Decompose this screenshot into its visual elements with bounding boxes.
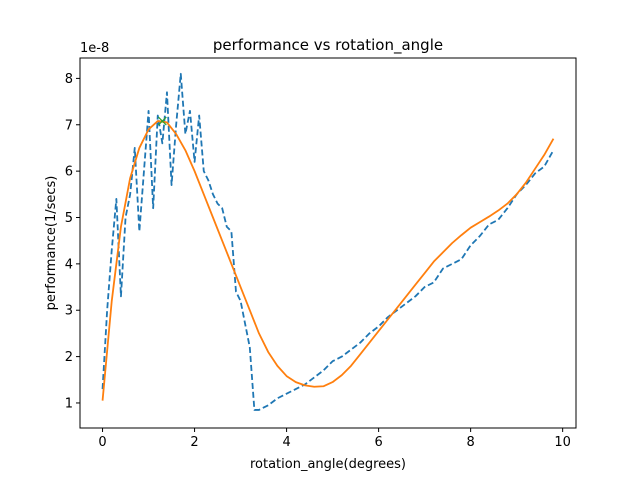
y-tick-label: 8: [65, 72, 73, 87]
y-tick-label: 7: [65, 118, 73, 133]
y-tick-label: 3: [65, 304, 73, 319]
plot-area: [101, 72, 555, 411]
x-tick-label: 2: [190, 435, 198, 450]
series-line-fit: [101, 120, 555, 401]
x-tick-label: 0: [98, 435, 106, 450]
x-tick-label: 4: [282, 435, 290, 450]
y-axis: 1 2 3 4 5 6 7 8: [65, 72, 80, 411]
chart-title: performance vs rotation_angle: [213, 36, 443, 55]
series-line-measured: [101, 72, 555, 411]
axes-frame: [79, 57, 577, 429]
y-tick-label: 6: [65, 165, 73, 180]
x-tick-label: 10: [554, 435, 571, 450]
y-tick-label: 2: [65, 350, 73, 365]
x-tick-label: 8: [466, 435, 474, 450]
y-offset-label: 1e-8: [80, 41, 109, 56]
y-tick-label: 4: [65, 257, 73, 272]
y-tick-label: 5: [65, 211, 73, 226]
y-axis-label: performance(1/secs): [44, 176, 59, 311]
x-tick-label: 6: [374, 435, 382, 450]
y-tick-label: 1: [65, 396, 73, 411]
x-axis: 0 2 4 6 8 10: [98, 428, 571, 450]
peak-marker: [157, 116, 167, 126]
x-axis-label: rotation_angle(degrees): [250, 457, 406, 472]
